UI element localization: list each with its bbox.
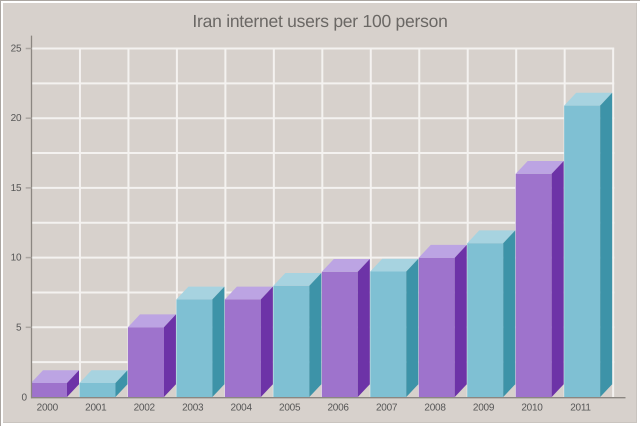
svg-text:2009: 2009 (473, 403, 495, 414)
svg-text:2008: 2008 (424, 403, 446, 414)
svg-text:2011: 2011 (570, 403, 591, 414)
svg-text:25: 25 (11, 44, 22, 55)
svg-text:0: 0 (21, 392, 27, 403)
svg-text:15: 15 (11, 183, 22, 194)
svg-text:2002: 2002 (134, 403, 156, 414)
svg-text:2010: 2010 (521, 403, 543, 414)
svg-text:2004: 2004 (231, 403, 253, 414)
svg-text:2001: 2001 (85, 403, 107, 414)
svg-text:2003: 2003 (182, 403, 204, 414)
svg-text:2000: 2000 (37, 403, 59, 414)
svg-text:20: 20 (11, 113, 22, 124)
svg-text:5: 5 (16, 322, 22, 333)
svg-text:10: 10 (11, 253, 22, 264)
svg-text:Iran internet users per 100 pe: Iran internet users per 100 person (192, 11, 447, 31)
svg-text:2005: 2005 (279, 403, 301, 414)
svg-text:2007: 2007 (376, 403, 398, 414)
svg-text:2006: 2006 (327, 403, 349, 414)
